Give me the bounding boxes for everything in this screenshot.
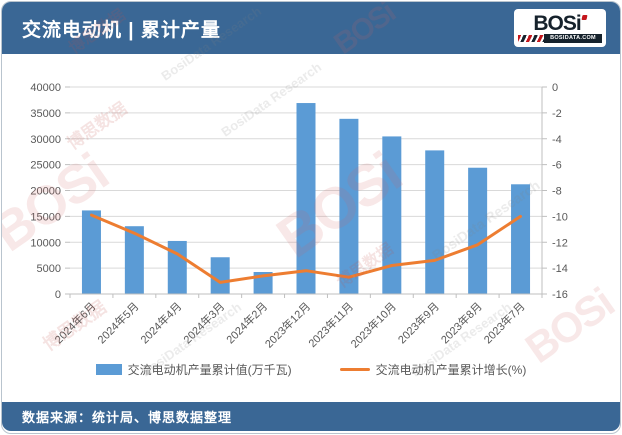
left-axis-label: 35000: [30, 108, 61, 120]
left-axis-label: 30000: [30, 134, 61, 146]
bar: [339, 118, 359, 294]
left-axis-label: 40000: [30, 82, 61, 94]
page-title: 交流电动机 | 累计产量: [22, 19, 221, 41]
right-axis-label: -16: [552, 289, 568, 301]
left-axis-label: 25000: [30, 160, 61, 172]
line-series-label: 交流电动机产量累计增长(%): [375, 363, 527, 377]
bar: [382, 136, 402, 294]
x-axis-label: 2023年12月: [262, 299, 313, 350]
right-axis-label: -2: [552, 108, 562, 120]
logo-text: BOSi: [533, 11, 581, 35]
x-axis-label: 2023年7月: [481, 299, 528, 346]
x-axis-label: 2024年5月: [94, 299, 141, 346]
logo-stripes-icon: [518, 34, 544, 42]
right-axis-label: -12: [552, 237, 568, 249]
x-axis-label: 2023年8月: [438, 299, 485, 346]
left-axis-label: 15000: [30, 211, 61, 223]
x-axis-label: 2023年10月: [348, 299, 399, 350]
x-axis-label: 2024年4月: [137, 299, 184, 346]
logo-bottom-row: BOSIDATA.COM: [518, 33, 602, 43]
bar-series-label: 交流电动机产量累计值(万千瓦): [127, 363, 292, 377]
x-axis-label: 2024年2月: [223, 299, 270, 346]
legend-item-line-series: 交流电动机产量累计增长(%): [339, 361, 527, 378]
bar: [468, 167, 488, 294]
chart-legend: 交流电动机产量累计值(万千瓦) 交流电动机产量累计增长(%): [2, 361, 620, 378]
bar: [124, 226, 144, 294]
bar: [511, 184, 531, 294]
logo-wordmark: BOSi: [533, 11, 588, 35]
legend-item-bar-series: 交流电动机产量累计值(万千瓦): [95, 361, 292, 378]
bar: [167, 240, 187, 294]
right-axis-label: -6: [552, 160, 562, 172]
right-axis-label: -14: [552, 263, 568, 275]
left-axis-label: 20000: [30, 186, 61, 198]
left-axis-label: 5000: [37, 263, 61, 275]
bar: [210, 257, 230, 294]
right-axis-label: -8: [552, 186, 562, 198]
line-series-swatch-icon: [339, 368, 370, 371]
x-axis-label: 2024年3月: [180, 299, 227, 346]
bar: [81, 210, 101, 294]
x-axis-label: 2024年6月: [51, 299, 98, 346]
left-axis-label: 0: [55, 289, 61, 301]
combo-chart: 0 5000 10000 15000 20000 25000 30000 35000 40000…: [30, 82, 568, 351]
bar: [425, 150, 445, 294]
left-axis-label: 10000: [30, 237, 61, 249]
right-axis-label: -4: [552, 134, 562, 146]
logo-accent-icon: [581, 14, 588, 20]
right-axis-label: 0: [552, 82, 558, 94]
footer-bar: 数据来源：统计局、博思数据整理: [2, 402, 620, 431]
growth-line: [90, 213, 522, 284]
bosi-logo: BOSi BOSIDATA.COM: [514, 9, 606, 47]
chart-area: 0 5000 10000 15000 20000 25000 30000 35000 40000…: [2, 54, 620, 360]
data-source-text: 数据来源：统计局、博思数据整理: [22, 410, 233, 425]
bar-series-swatch-icon: [95, 364, 122, 375]
logo-site-text: BOSIDATA.COM: [544, 33, 602, 43]
x-axis-label: 2023年9月: [395, 299, 442, 346]
header-bar: 交流电动机 | 累计产量 BOSi BOSIDATA.COM: [2, 2, 620, 54]
right-axis-label: -10: [552, 211, 568, 223]
bar: [296, 103, 316, 294]
